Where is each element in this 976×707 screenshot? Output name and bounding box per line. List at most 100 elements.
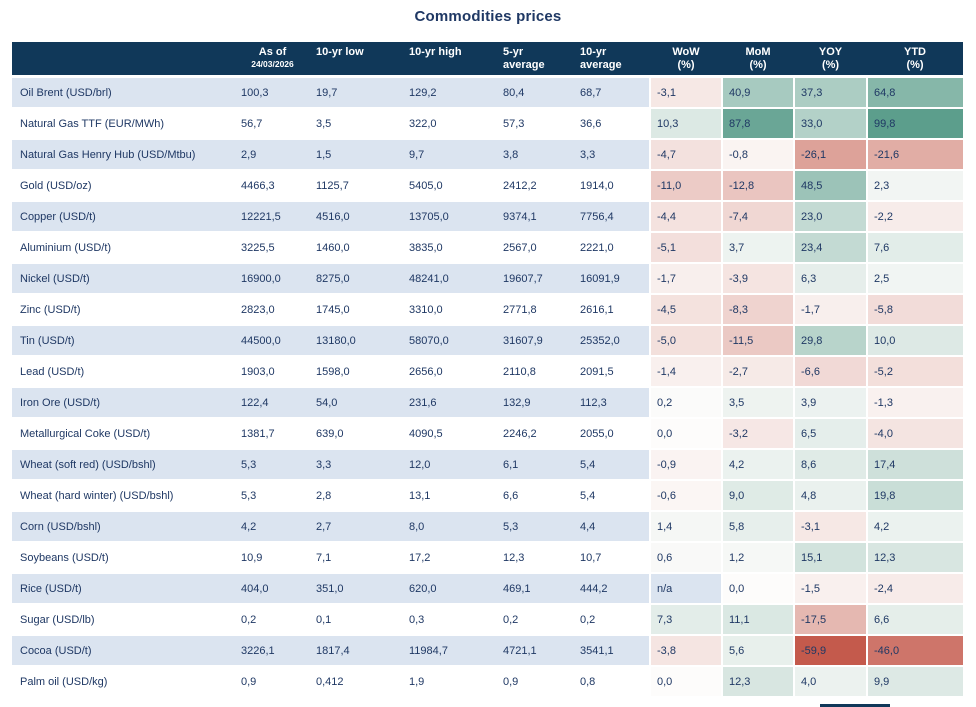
cell-asof: 2823,0 (235, 294, 310, 326)
cell-yoy: 15,1 (793, 542, 867, 574)
cell-ytd: 9,9 (866, 666, 963, 698)
cell-ytd: 6,6 (866, 604, 963, 636)
cell-ytd: -2,4 (866, 573, 963, 605)
cell-yoy: 4,0 (793, 666, 867, 698)
cell-wow: -0,6 (649, 480, 722, 512)
cell-asof: 4,2 (235, 511, 310, 543)
cell-asof: 5,3 (235, 449, 310, 481)
cell-mom: -0,8 (721, 139, 794, 171)
cell-avg10: 16091,9 (574, 263, 650, 295)
cell-yoy: -17,5 (793, 604, 867, 636)
header-label: YOY (818, 46, 843, 58)
header-mom: MoM (%) (722, 42, 794, 78)
cell-name: Palm oil (USD/kg) (12, 666, 235, 698)
cell-ytd: -2,2 (866, 201, 963, 233)
cell-avg5: 2771,8 (497, 294, 574, 326)
cell-high: 58070,0 (403, 325, 497, 357)
cell-yoy: 6,3 (793, 263, 867, 295)
table-row: Palm oil (USD/kg) 0,9 0,412 1,9 0,9 0,8 0,0 12,… (12, 666, 963, 698)
header-sublabel: average (580, 59, 622, 71)
header-sublabel: (%) (749, 59, 767, 71)
cell-ytd: 4,2 (866, 511, 963, 543)
cell-low: 3,3 (310, 449, 403, 481)
cell-avg5: 9374,1 (497, 201, 574, 233)
cell-wow: -11,0 (649, 170, 722, 202)
cell-asof: 4466,3 (235, 170, 310, 202)
cell-asof: 0,2 (235, 604, 310, 636)
cell-wow: -1,4 (649, 356, 722, 388)
cell-avg10: 4,4 (574, 511, 650, 543)
cell-high: 13,1 (403, 480, 497, 512)
cell-mom: -7,4 (721, 201, 794, 233)
cell-asof: 44500,0 (235, 325, 310, 357)
cell-name: Soybeans (USD/t) (12, 542, 235, 574)
cell-avg5: 0,9 (497, 666, 574, 698)
cell-ytd: 99,8 (866, 108, 963, 140)
header-ytd: YTD (%) (867, 42, 963, 78)
cell-avg5: 12,3 (497, 542, 574, 574)
cell-low: 2,7 (310, 511, 403, 543)
table-row: Nickel (USD/t) 16900,0 8275,0 48241,0 19607,… (12, 263, 963, 295)
cell-wow: -5,1 (649, 232, 722, 264)
cell-mom: -11,5 (721, 325, 794, 357)
cell-mom: 3,5 (721, 387, 794, 419)
cell-high: 1,9 (403, 666, 497, 698)
cell-name: Oil Brent (USD/brl) (12, 76, 235, 109)
header-wow: WoW (%) (650, 42, 722, 78)
cell-low: 1817,4 (310, 635, 403, 667)
cell-ytd: -1,3 (866, 387, 963, 419)
cell-low: 13180,0 (310, 325, 403, 357)
table-row: Corn (USD/bshl) 4,2 2,7 8,0 5,3 4,4 1,4 5,8 -3,1… (12, 511, 963, 543)
cell-high: 231,6 (403, 387, 497, 419)
cell-low: 7,1 (310, 542, 403, 574)
cell-avg5: 31607,9 (497, 325, 574, 357)
cell-mom: 5,6 (721, 635, 794, 667)
cell-wow: -3,8 (649, 635, 722, 667)
cell-ytd: -4,0 (866, 418, 963, 450)
cell-wow: -1,7 (649, 263, 722, 295)
table-row: Wheat (hard winter) (USD/bshl) 5,3 2,8 13,1… (12, 480, 963, 512)
cell-ytd: 19,8 (866, 480, 963, 512)
header-commodity (12, 42, 235, 78)
cell-avg5: 6,6 (497, 480, 574, 512)
cell-name: Gold (USD/oz) (12, 170, 235, 202)
header-sublabel: (%) (677, 59, 695, 71)
commodities-price-table: As of 24/03/2026 10-yr low 10-yr high 5-… (12, 42, 963, 698)
cell-avg10: 3541,1 (574, 635, 650, 667)
cell-avg10: 3,3 (574, 139, 650, 171)
cell-yoy: -6,6 (793, 356, 867, 388)
cell-ytd: 2,5 (866, 263, 963, 295)
header-row: As of 24/03/2026 10-yr low 10-yr high 5-… (12, 42, 963, 78)
cell-name: Natural Gas TTF (EUR/MWh) (12, 108, 235, 140)
cell-avg5: 2567,0 (497, 232, 574, 264)
cell-low: 351,0 (310, 573, 403, 605)
cell-mom: -3,9 (721, 263, 794, 295)
table-row: Gold (USD/oz) 4466,3 1125,7 5405,0 2412,2 191… (12, 170, 963, 202)
cell-yoy: 48,5 (793, 170, 867, 202)
header-sublabel: (%) (821, 59, 840, 71)
cell-mom: 11,1 (721, 604, 794, 636)
cell-avg5: 57,3 (497, 108, 574, 140)
cell-low: 1,5 (310, 139, 403, 171)
cell-asof: 122,4 (235, 387, 310, 419)
cell-mom: -8,3 (721, 294, 794, 326)
cell-yoy: 4,8 (793, 480, 867, 512)
cell-ytd: 2,3 (866, 170, 963, 202)
cell-high: 5405,0 (403, 170, 497, 202)
table-row: Cocoa (USD/t) 3226,1 1817,4 11984,7 4721,1 35… (12, 635, 963, 667)
cell-name: Corn (USD/bshl) (12, 511, 235, 543)
cell-wow: -0,9 (649, 449, 722, 481)
header-label: 5-yr (503, 46, 524, 58)
cell-avg10: 7756,4 (574, 201, 650, 233)
cell-mom: 1,2 (721, 542, 794, 574)
cell-yoy: -26,1 (793, 139, 867, 171)
cell-name: Copper (USD/t) (12, 201, 235, 233)
cell-yoy: 3,9 (793, 387, 867, 419)
cell-avg10: 0,8 (574, 666, 650, 698)
header-5yr-average: 5-yr average (497, 42, 574, 78)
cell-name: Wheat (hard winter) (USD/bshl) (12, 480, 235, 512)
cell-asof: 3226,1 (235, 635, 310, 667)
cell-low: 0,1 (310, 604, 403, 636)
cell-yoy: -59,9 (793, 635, 867, 667)
cell-name: Wheat (soft red) (USD/bshl) (12, 449, 235, 481)
